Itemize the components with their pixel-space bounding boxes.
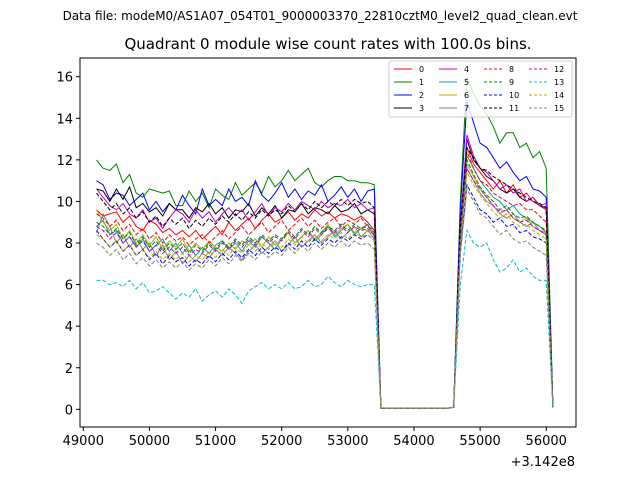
x-axis: 49000 50000 51000 52000 53000 54000 55000 56000 (63, 427, 567, 449)
chart-suptitle: Data file: modeM0/AS1A07_054T01_90000033… (63, 9, 578, 23)
legend-label: 0 (419, 65, 424, 74)
chart-title: Quadrant 0 module wise count rates with … (124, 35, 531, 53)
series-line-0 (96, 147, 554, 409)
x-tick-label: 50000 (129, 434, 170, 449)
series-line-11 (96, 145, 554, 409)
series-line-2 (96, 101, 554, 409)
legend-label: 3 (419, 104, 424, 113)
legend-label: 4 (464, 65, 469, 74)
legend-label: 2 (419, 91, 424, 100)
series-line-14 (96, 170, 554, 409)
series-line-8 (96, 151, 554, 409)
x-tick-label: 49000 (63, 434, 104, 449)
series-line-12 (96, 166, 554, 409)
y-tick-label: 2 (65, 362, 73, 377)
legend-label: 9 (509, 78, 514, 87)
x-tick-label: 53000 (327, 434, 368, 449)
series-line-15 (96, 187, 554, 409)
legend-box (388, 60, 573, 118)
series-line-4 (96, 134, 554, 409)
series-line-7 (96, 166, 554, 409)
legend-label: 12 (554, 65, 564, 74)
legend-label: 7 (464, 104, 469, 113)
x-tick-label: 52000 (261, 434, 302, 449)
legend-label: 14 (554, 91, 564, 100)
legend-label: 10 (509, 91, 519, 100)
series-line-10 (96, 183, 554, 409)
x-offset-label: +3.142e8 (511, 455, 575, 470)
y-tick-label: 14 (56, 112, 73, 127)
legend-label: 5 (464, 78, 469, 87)
legend-label: 15 (554, 104, 564, 113)
series-line-13 (96, 228, 554, 409)
plot-frame (79, 57, 577, 428)
y-tick-label: 8 (65, 237, 73, 252)
y-axis: 0 2 4 6 8 10 12 14 16 (56, 71, 80, 418)
legend-label: 13 (554, 78, 564, 87)
legend-label: 1 (419, 78, 424, 87)
x-tick-label: 54000 (393, 434, 434, 449)
y-tick-label: 16 (56, 71, 73, 86)
y-tick-label: 4 (65, 320, 73, 335)
x-tick-label: 56000 (526, 434, 567, 449)
y-tick-label: 6 (65, 279, 73, 294)
legend-label: 8 (509, 65, 514, 74)
series-layer (96, 76, 554, 409)
legend-label: 11 (509, 104, 519, 113)
y-tick-label: 0 (65, 403, 73, 418)
series-line-9 (96, 157, 554, 409)
x-tick-label: 51000 (195, 434, 236, 449)
y-tick-label: 10 (56, 195, 73, 210)
x-tick-label: 55000 (459, 434, 500, 449)
legend-label: 6 (464, 91, 469, 100)
y-tick-label: 12 (56, 154, 73, 169)
